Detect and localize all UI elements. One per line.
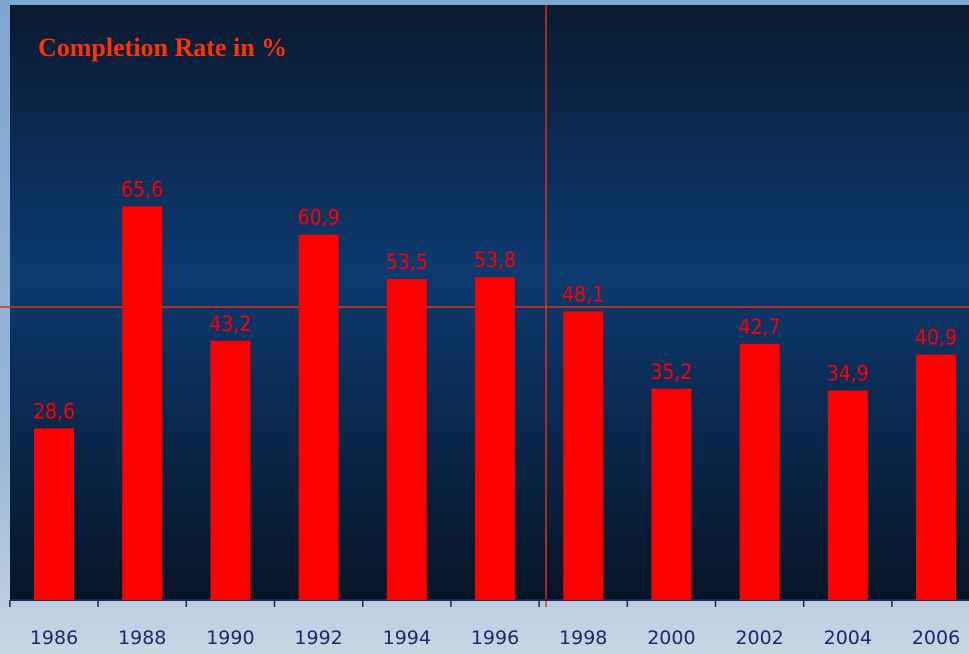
- value-label: 60,9: [298, 206, 340, 230]
- value-label: 42,7: [739, 315, 781, 339]
- bar: [916, 354, 956, 600]
- value-label: 43,2: [209, 312, 251, 336]
- bar: [298, 234, 339, 600]
- bar: [563, 311, 604, 600]
- bar: [475, 277, 515, 600]
- value-label: 35,2: [650, 360, 692, 384]
- x-tick-label: 2000: [647, 627, 695, 649]
- bar: [210, 340, 251, 600]
- value-label: 48,1: [562, 282, 604, 306]
- value-label: 53,5: [386, 250, 428, 274]
- x-tick-label: 1992: [294, 627, 342, 649]
- x-tick-label: 1996: [471, 627, 519, 649]
- chart-title: Completion Rate in %: [38, 33, 287, 62]
- bar: [386, 279, 427, 600]
- x-tick-label: 2004: [824, 627, 872, 649]
- x-tick-label: 1988: [118, 627, 166, 649]
- bar: [651, 388, 692, 600]
- value-label: 40,9: [915, 326, 957, 350]
- bar: [739, 343, 780, 600]
- x-tick-label: 1998: [559, 627, 607, 649]
- x-tick-label: 2002: [735, 627, 783, 649]
- value-label: 53,8: [474, 248, 516, 272]
- bar: [34, 428, 74, 600]
- value-label: 28,6: [33, 399, 75, 423]
- bar: [827, 390, 868, 600]
- x-tick-label: 1994: [383, 627, 431, 649]
- x-tick-label: 1986: [30, 627, 78, 649]
- value-label: 34,9: [827, 362, 869, 386]
- x-tick-label: 2006: [912, 627, 960, 649]
- value-label: 65,6: [121, 177, 163, 201]
- bar: [122, 206, 163, 600]
- x-tick-label: 1990: [206, 627, 254, 649]
